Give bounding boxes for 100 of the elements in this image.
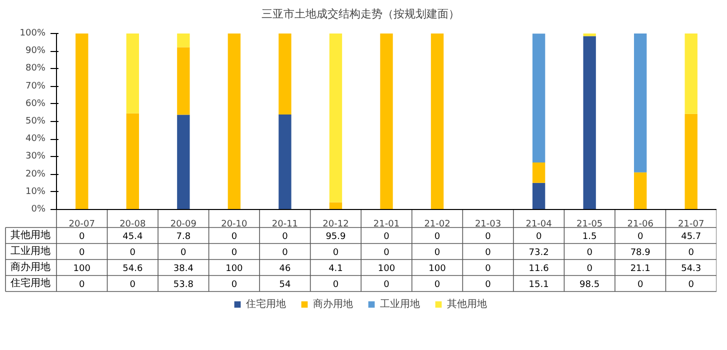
x-tick-label: 21-07	[678, 220, 704, 230]
data-label: 0	[688, 280, 694, 290]
legend-label: 其他用地	[447, 298, 487, 311]
y-tick-label: 80%	[25, 64, 46, 74]
x-tick-label: 21-04	[526, 220, 552, 230]
data-label: 0	[384, 280, 390, 290]
x-tick-label: 20-08	[120, 220, 146, 230]
data-label: 0	[434, 280, 440, 290]
bar	[634, 172, 647, 210]
data-label: 45.7	[681, 232, 702, 242]
y-tick-label: 10%	[25, 186, 46, 197]
data-label: 0	[130, 280, 136, 290]
bar	[532, 162, 546, 183]
bar	[278, 34, 292, 114]
data-label: 0	[485, 248, 492, 258]
data-label: 0	[231, 248, 238, 258]
bar	[126, 34, 139, 114]
bar	[126, 113, 139, 210]
data-label: 0	[434, 248, 440, 258]
bar	[177, 114, 190, 210]
data-label: 0	[586, 264, 593, 274]
data-label: 1.5	[582, 232, 597, 242]
data-label: 38.4	[173, 264, 194, 274]
x-tick-label: 20-11	[272, 220, 298, 230]
data-label: 45.4	[122, 232, 143, 242]
data-label: 0	[485, 232, 492, 242]
x-tick-label: 20-07	[68, 220, 95, 230]
data-label: 0	[434, 232, 440, 242]
bar	[430, 34, 444, 210]
bar	[76, 34, 88, 210]
x-tick-label: 21-02	[424, 220, 450, 230]
x-tick-label: 20-09	[170, 220, 197, 230]
text: 住宅用地	[10, 278, 50, 289]
legend-label: 住宅用地	[246, 298, 286, 311]
bar	[380, 34, 393, 210]
data-label: 0	[79, 232, 86, 242]
data-label: 21.1	[630, 264, 650, 274]
data-label: 4.1	[328, 264, 343, 274]
data-label: 46	[279, 264, 291, 274]
x-tick-label: 21-03	[474, 220, 502, 230]
data-label: 98.5	[580, 280, 600, 290]
data-label: 100	[428, 264, 446, 274]
bar	[684, 34, 698, 114]
data-label: 0	[79, 248, 86, 258]
data-label: 0	[180, 248, 187, 258]
y-tick-label: 20%	[25, 169, 46, 180]
data-label: 0	[384, 232, 390, 242]
data-label: 0	[485, 280, 492, 290]
bar	[684, 114, 698, 210]
data-label: 95.9	[326, 232, 346, 242]
y-tick-label: 30%	[25, 152, 46, 162]
data-label: 0	[485, 264, 492, 274]
data-label: 0	[282, 232, 288, 242]
y-tick-label: 40%	[25, 134, 46, 144]
y-tick-label: 100%	[20, 28, 46, 38]
bar	[329, 34, 342, 202]
data-label: 0	[332, 280, 339, 290]
data-label: 0	[536, 232, 542, 242]
y-tick-label: 70%	[25, 81, 46, 92]
data-label: 0	[332, 248, 339, 258]
y-tick-label: 90%	[25, 46, 46, 56]
text: 商办用地	[10, 262, 50, 273]
data-label: 54.3	[681, 264, 702, 274]
data-label: 0	[637, 232, 644, 242]
bar	[583, 34, 596, 36]
chart-title: 三亚市土地成交结构走势（按规划建面）	[262, 8, 460, 20]
legend-label: 商办用地	[313, 298, 353, 311]
data-label: 54	[279, 280, 291, 290]
y-tick-label: 0%	[31, 204, 46, 214]
data-label: 0	[231, 280, 238, 290]
text: 其他用地	[10, 230, 50, 241]
x-tick-label: 20-10	[221, 220, 248, 230]
y-tick-label: 50%	[25, 116, 46, 126]
data-label: 0	[231, 232, 238, 242]
data-label: 78.9	[630, 248, 651, 258]
data-label: 53.8	[173, 280, 194, 290]
bar	[634, 34, 647, 172]
data-label: 73.2	[528, 248, 549, 258]
bar	[177, 34, 190, 48]
data-label: 0	[79, 280, 86, 290]
x-tick-label: 21-01	[373, 220, 400, 230]
bar	[532, 182, 546, 210]
bar	[278, 114, 292, 210]
x-tick-label: 21-05	[576, 220, 603, 230]
data-label: 100	[226, 264, 244, 274]
text: 工业用地	[10, 246, 50, 257]
data-label: 0	[282, 248, 288, 258]
bar	[177, 47, 190, 115]
data-label: 11.6	[528, 264, 550, 274]
data-label: 0	[130, 248, 136, 258]
x-tick-label: 21-06	[627, 220, 654, 230]
x-tick-label: 20-12	[322, 220, 349, 230]
data-label: 0	[384, 248, 390, 258]
data-label: 7.8	[176, 232, 191, 242]
data-label: 15.1	[528, 280, 549, 290]
data-label: 0	[688, 248, 694, 258]
bar	[532, 34, 546, 163]
legend-label: 工业用地	[380, 298, 420, 311]
data-label: 0	[586, 248, 593, 258]
data-label: 0	[637, 280, 644, 290]
